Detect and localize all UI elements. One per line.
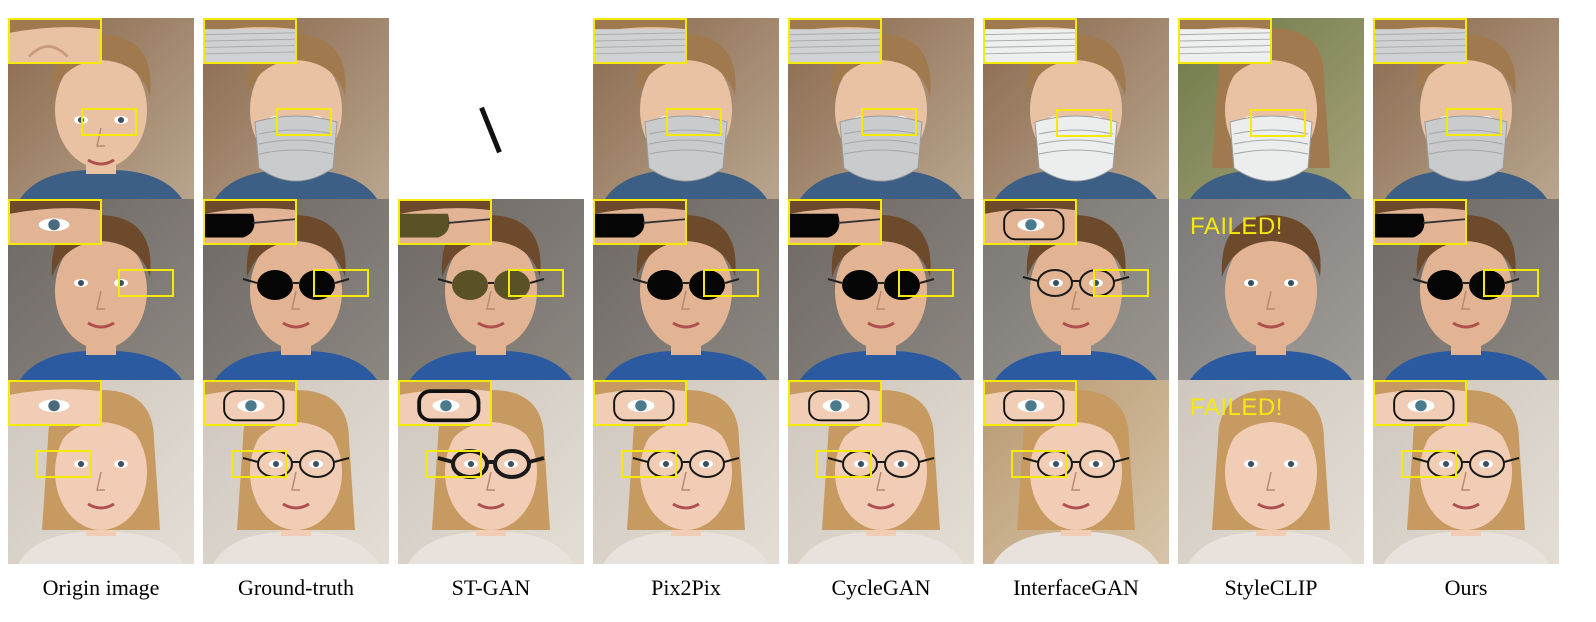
image-cell: [1178, 18, 1364, 202]
image-cell: [788, 18, 974, 202]
zoom-inset: [593, 18, 687, 64]
zoom-region-box: [1401, 450, 1457, 478]
zoom-region-box: [1011, 450, 1067, 478]
zoom-inset: [1373, 199, 1467, 245]
zoom-region-box: [276, 108, 332, 136]
column-label: StyleCLIP: [1224, 575, 1318, 600]
image-cell: [8, 199, 194, 383]
zoom-inset: [8, 380, 102, 426]
column-label: CycleGAN: [831, 575, 931, 600]
image-cell: [983, 199, 1169, 383]
face-image: [593, 380, 779, 564]
zoom-inset: [8, 199, 102, 245]
column-label: Ours: [1444, 575, 1488, 600]
zoom-inset: [593, 199, 687, 245]
image-cell: [203, 380, 389, 564]
zoom-region-box: [426, 450, 482, 478]
zoom-inset: [203, 18, 297, 64]
not-applicable-mark: [479, 106, 502, 154]
zoom-inset: [1373, 380, 1467, 426]
column-label: Origin image: [42, 575, 160, 600]
zoom-inset: [593, 380, 687, 426]
image-cell: [398, 380, 584, 564]
zoom-region-box: [861, 108, 917, 136]
zoom-region-box: [898, 269, 954, 297]
image-cell: [398, 199, 584, 383]
zoom-inset: [203, 380, 297, 426]
zoom-region-box: [118, 269, 174, 297]
image-cell: [788, 380, 974, 564]
image-cell: [593, 18, 779, 202]
zoom-region-box: [1093, 269, 1149, 297]
zoom-region-box: [36, 450, 92, 478]
zoom-inset: [398, 199, 492, 245]
image-cell: [983, 380, 1169, 564]
zoom-inset: [398, 380, 492, 426]
zoom-region-box: [508, 269, 564, 297]
zoom-inset: [983, 380, 1077, 426]
zoom-region-box: [1056, 109, 1112, 137]
zoom-region-box: [816, 450, 872, 478]
zoom-inset: [1373, 18, 1467, 64]
image-cell: [8, 380, 194, 564]
face-image: [1178, 199, 1364, 383]
zoom-region-box: [231, 450, 287, 478]
image-cell: [398, 18, 584, 202]
failed-label: FAILED!: [1190, 213, 1283, 240]
zoom-region-box: [703, 269, 759, 297]
zoom-inset: [983, 199, 1077, 245]
column-label: InterfaceGAN: [1013, 575, 1139, 600]
zoom-region-box: [1483, 269, 1539, 297]
image-cell: [1373, 18, 1559, 202]
image-cell: [203, 18, 389, 202]
image-cell: [593, 199, 779, 383]
zoom-inset: [788, 199, 882, 245]
image-cell: [1373, 380, 1559, 564]
zoom-inset: [203, 199, 297, 245]
column-label: ST-GAN: [451, 575, 531, 600]
image-cell: [788, 199, 974, 383]
image-cell: FAILED!: [1178, 199, 1364, 383]
image-cell: FAILED!: [1178, 380, 1364, 564]
zoom-inset: [1178, 18, 1272, 64]
face-image: [1178, 380, 1364, 564]
image-cell: [1373, 199, 1559, 383]
zoom-region-box: [81, 108, 137, 136]
image-cell: [983, 18, 1169, 202]
zoom-region-box: [313, 269, 369, 297]
zoom-region-box: [666, 108, 722, 136]
zoom-region-box: [1250, 109, 1306, 137]
zoom-inset: [983, 18, 1077, 64]
zoom-region-box: [621, 450, 677, 478]
zoom-inset: [788, 380, 882, 426]
image-cell: [593, 380, 779, 564]
zoom-inset: [8, 18, 102, 64]
zoom-region-box: [1446, 108, 1502, 136]
image-cell: [8, 18, 194, 202]
column-label: Ground-truth: [237, 575, 355, 600]
column-label: Pix2Pix: [651, 575, 721, 600]
image-cell: [203, 199, 389, 383]
zoom-inset: [788, 18, 882, 64]
failed-label: FAILED!: [1190, 394, 1283, 421]
